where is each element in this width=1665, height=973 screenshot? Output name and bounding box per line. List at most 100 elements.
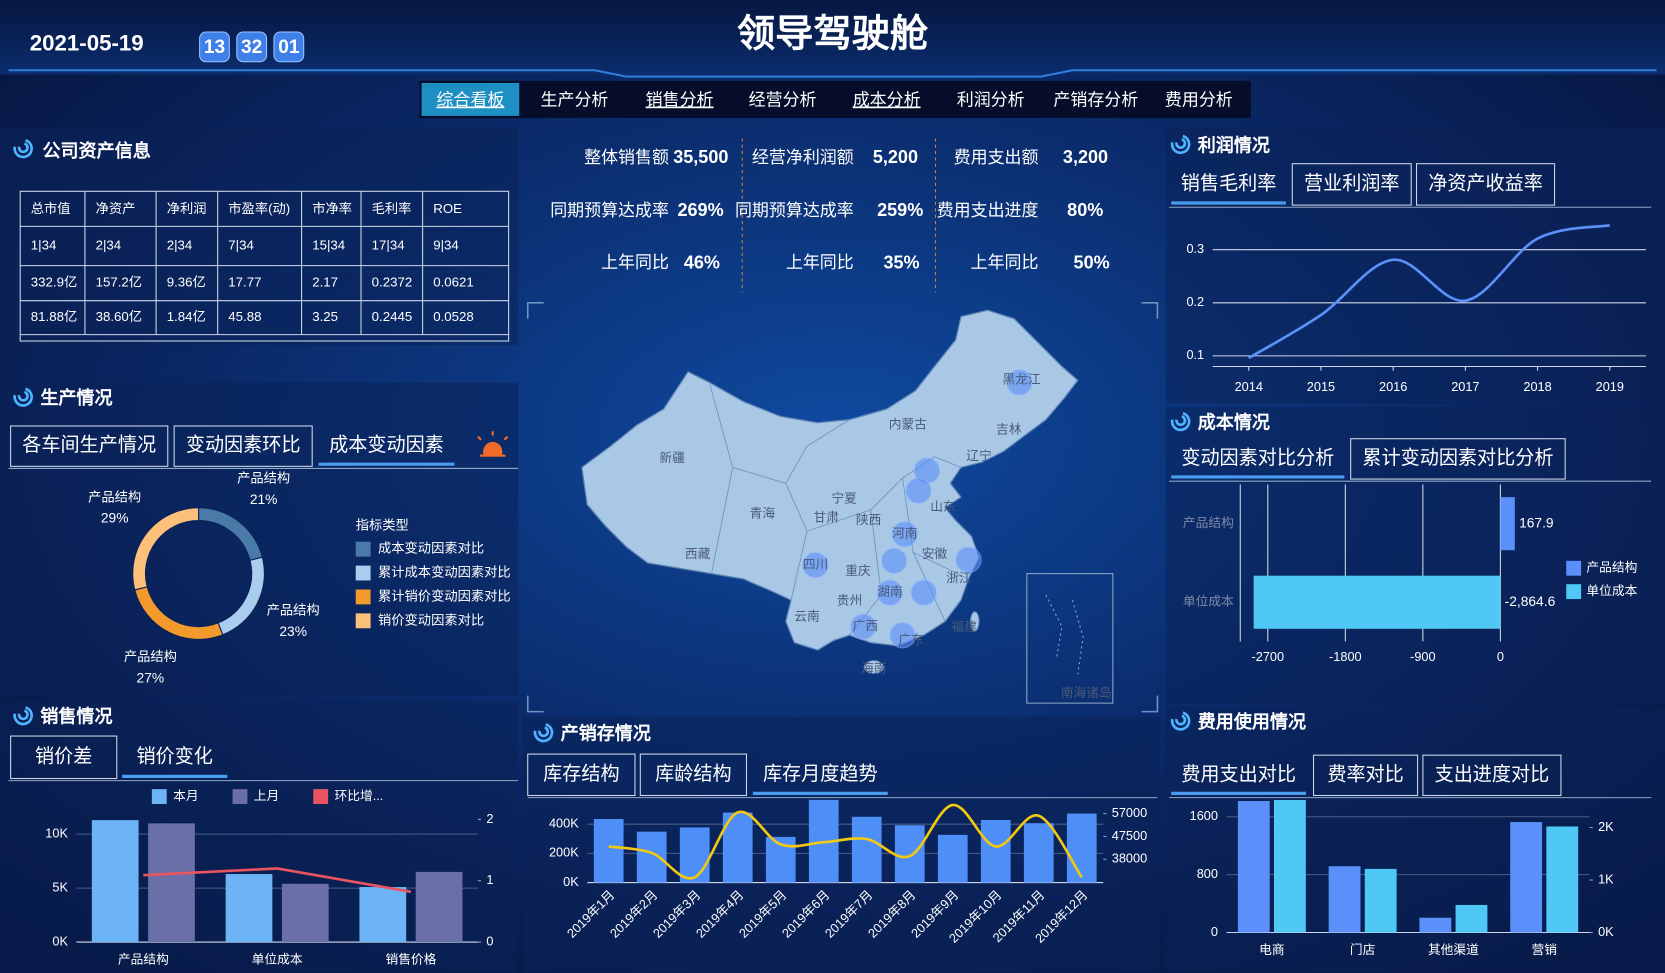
tab[interactable]: 支出进度对比 <box>1435 763 1550 785</box>
map-shape <box>581 309 1079 651</box>
table-header: 市盈率(动) <box>228 200 290 216</box>
nav-item[interactable]: 费用分析 <box>1165 91 1233 110</box>
table-cell: 0.2445 <box>372 309 413 324</box>
tab[interactable]: 变动因素环比 <box>186 434 301 456</box>
kpi-label: 费用支出额 <box>954 148 1039 167</box>
tab-box <box>10 735 118 780</box>
panel-icon <box>1170 711 1191 731</box>
tab[interactable]: 变动因素对比分析 <box>1181 447 1334 469</box>
x-tick-label: 2016 <box>1379 379 1407 394</box>
y2-tick-label: 57000 <box>1112 805 1147 820</box>
map-label: 安徽 <box>922 546 948 561</box>
y2-tick-label: 38000 <box>1112 851 1147 866</box>
kpi-value: 50% <box>1074 252 1110 272</box>
tab[interactable]: 成本变动因素 <box>329 434 444 456</box>
slice-value: 23% <box>279 624 307 639</box>
bar <box>1419 917 1452 933</box>
panel-title: 销售情况 <box>40 706 112 727</box>
y-tick-label: 5K <box>52 879 68 894</box>
map-label: 宁夏 <box>831 491 857 506</box>
tab[interactable]: 库龄结构 <box>655 763 731 785</box>
legend-label: 上月 <box>254 788 279 803</box>
kpi-label: 同期预算达成率 <box>550 201 669 220</box>
tab[interactable]: 费率对比 <box>1327 763 1403 785</box>
table-cell: 157.2亿 <box>96 275 142 290</box>
map-bubble <box>889 621 916 649</box>
map-bubble <box>850 613 877 640</box>
slice-label: 产品结构 <box>267 603 320 618</box>
slice-value: 29% <box>101 511 129 526</box>
line <box>608 803 1083 880</box>
kpi-label: 上年同比 <box>971 253 1039 272</box>
panel-icon <box>13 387 33 407</box>
map-bubble <box>905 477 932 505</box>
bar <box>1066 813 1097 883</box>
bar <box>1237 801 1270 933</box>
x-tick-label: 2017 <box>1451 379 1479 394</box>
panel-title: 成本情况 <box>1198 412 1270 433</box>
tab[interactable]: 销售毛利率 <box>1181 172 1277 194</box>
map-inset <box>1026 573 1114 704</box>
tab[interactable]: 各车间生产情况 <box>22 434 156 456</box>
tab[interactable]: 费用支出对比 <box>1181 763 1296 785</box>
nav-item[interactable]: 经营分析 <box>749 91 817 110</box>
tab[interactable]: 营业利润率 <box>1304 172 1400 194</box>
bar <box>679 827 710 883</box>
table-cell: 2.17 <box>312 275 338 290</box>
legend-swatch <box>1566 560 1582 576</box>
time-digit: 01 <box>278 37 300 58</box>
time-digit: 13 <box>204 37 225 58</box>
nav-item[interactable]: 产销存分析 <box>1053 91 1138 110</box>
kpi-value: 80% <box>1067 200 1103 220</box>
panel-icon <box>1170 134 1191 155</box>
tab[interactable]: 库存月度趋势 <box>763 763 878 785</box>
tab[interactable]: 净资产收益率 <box>1428 172 1543 194</box>
y-tick-label: 单位成本 <box>1183 594 1234 609</box>
tab-box <box>173 425 313 467</box>
tab[interactable]: 销价差 <box>35 745 92 767</box>
table-cell: 17|34 <box>372 237 405 252</box>
map-inset-lines <box>1045 594 1084 675</box>
map-bubble <box>880 547 908 575</box>
kpi-label: 费用支出进度 <box>937 201 1039 220</box>
nav-item[interactable]: 生产分析 <box>541 91 609 110</box>
nav-item[interactable]: 销售分析 <box>646 91 714 110</box>
tab[interactable]: 累计变动因素对比分析 <box>1362 447 1553 469</box>
table-header: ROE <box>433 201 462 216</box>
time-box <box>273 31 305 63</box>
map-label: 山东 <box>930 499 955 514</box>
map-label: 西藏 <box>685 546 711 561</box>
tab[interactable]: 库存结构 <box>543 763 619 785</box>
table-cell: 0.0528 <box>433 309 474 324</box>
nav-item[interactable]: 成本分析 <box>853 91 921 110</box>
tab[interactable]: 销价变化 <box>136 745 212 767</box>
kpi-value: 3,200 <box>1063 147 1108 167</box>
map-bubble <box>876 579 904 606</box>
map-label: 广西 <box>853 618 878 633</box>
nav-item[interactable]: 利润分析 <box>957 91 1025 110</box>
page-title: 领导驾驶舱 <box>737 12 929 55</box>
panel-bg <box>0 382 519 696</box>
bar <box>281 883 329 943</box>
line <box>143 867 412 894</box>
kpi-label: 同期预算达成率 <box>735 201 854 220</box>
y2-tick-label: 2 <box>486 811 493 826</box>
table-cell: 0.2372 <box>372 275 413 290</box>
time-digit: 32 <box>241 37 262 58</box>
legend-label: 产品结构 <box>1586 560 1637 575</box>
tab-box <box>1291 163 1412 206</box>
y2-tick-label: 0 <box>486 933 493 948</box>
table-cell: 2|34 <box>96 237 122 252</box>
kpi-value: 269% <box>677 200 723 220</box>
bar <box>1253 575 1501 629</box>
y2-tick-label: 47500 <box>1112 828 1147 843</box>
x-tick-label: 2018 <box>1523 379 1551 394</box>
bar <box>1455 904 1488 933</box>
y2-tick-label: 1K <box>1598 871 1614 886</box>
legend-swatch <box>355 589 371 605</box>
value-label: -2,864.6 <box>1505 594 1556 609</box>
nav-item[interactable]: 综合看板 <box>436 91 504 110</box>
x-tick-label: 2019 <box>1596 379 1624 394</box>
